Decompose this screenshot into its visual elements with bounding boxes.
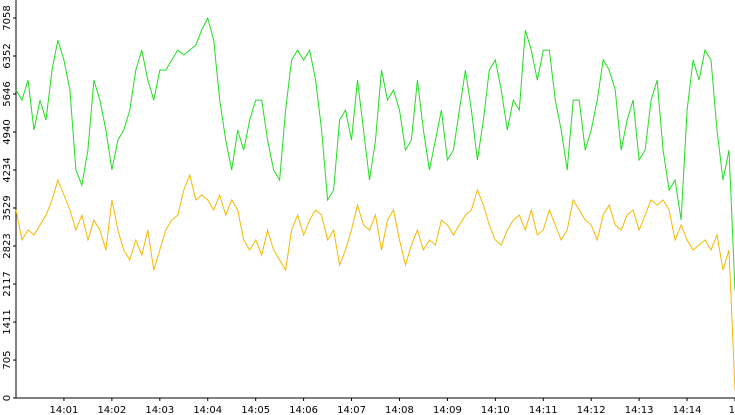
y-tick-label: 5646: [2, 81, 13, 106]
y-tick-label: 4940: [2, 119, 13, 144]
x-tick-label: 14:05: [241, 405, 270, 415]
y-tick-label: 6352: [2, 43, 13, 68]
x-tick-label: 14:11: [529, 405, 558, 415]
x-tick-label: 14:09: [433, 405, 462, 415]
y-tick-label: 705: [2, 350, 13, 369]
y-tick-label: 0: [2, 395, 13, 401]
x-tick-label: 14: [729, 405, 735, 415]
x-tick-label: 14:13: [625, 405, 654, 415]
x-tick-label: 14:07: [337, 405, 366, 415]
y-tick-label: 2117: [2, 271, 13, 296]
y-tick-label: 2823: [2, 233, 13, 258]
x-tick-label: 14:03: [145, 405, 174, 415]
y-tick-label: 1411: [2, 309, 13, 334]
x-tick-label: 14:04: [193, 405, 222, 415]
x-tick-label: 14:01: [50, 405, 79, 415]
series-line: [15, 16, 735, 291]
x-tick-label: 14:12: [577, 405, 606, 415]
y-tick-label: 4234: [2, 157, 13, 182]
x-tick-label: 14:02: [97, 405, 126, 415]
y-tick-label: 7058: [2, 5, 13, 30]
series-line: [15, 173, 735, 391]
x-tick-label: 14:06: [289, 405, 318, 415]
x-tick-label: 14:10: [481, 405, 510, 415]
x-tick-label: 14:08: [385, 405, 414, 415]
x-tick-label: 14:14: [673, 405, 702, 415]
y-tick-label: 3529: [2, 195, 13, 220]
